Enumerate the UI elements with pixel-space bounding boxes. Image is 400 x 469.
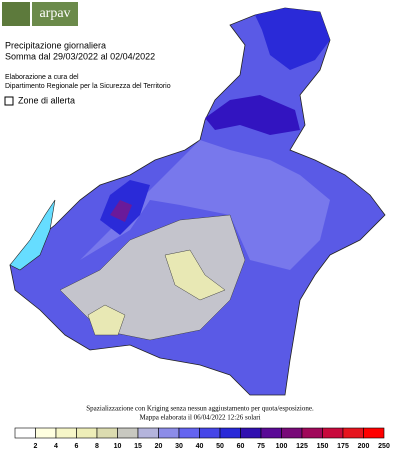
legend-swatch xyxy=(117,427,139,439)
legend-label: 2 xyxy=(34,443,38,450)
legend-label: 50 xyxy=(216,443,224,450)
legend: 2 4 6 8 10 15 20 30 40 50 60 75 100 125 150 175 200 250 xyxy=(14,427,390,450)
legend-swatch xyxy=(55,427,77,439)
zone-dark-north xyxy=(255,8,330,70)
legend-label: 15 xyxy=(134,443,142,450)
legend-label: 200 xyxy=(358,443,370,450)
footer-note: Spazializzazione con Kriging senza nessu… xyxy=(86,405,314,413)
logo-plate xyxy=(32,2,78,26)
zone-yellow-2 xyxy=(87,304,126,336)
legend-label: 150 xyxy=(317,443,329,450)
zone-dark-band xyxy=(205,95,300,135)
legend-swatch xyxy=(178,427,200,439)
legend-label: 100 xyxy=(276,443,288,450)
logo-badge xyxy=(2,2,30,26)
lake-garda xyxy=(9,199,56,271)
legend-swatch xyxy=(158,427,180,439)
checkbox[interactable] xyxy=(4,96,14,106)
legend-label: 250 xyxy=(378,443,390,450)
legend-label: 8 xyxy=(95,443,99,450)
legend-swatch xyxy=(281,427,303,439)
checkbox-label[interactable]: Zone di allerta xyxy=(18,95,75,105)
zone-medium xyxy=(80,140,330,270)
footer-note: Mappa elaborata il 06/04/2022 12:26 sola… xyxy=(139,414,260,422)
legend-swatch xyxy=(322,427,344,439)
zone-lessinia-core xyxy=(110,200,132,222)
legend-label: 125 xyxy=(296,443,308,450)
map-title: Precipitazione giornaliera xyxy=(5,40,106,50)
legend-swatch xyxy=(35,427,57,439)
legend-swatch xyxy=(14,427,36,439)
legend-swatch xyxy=(76,427,98,439)
legend-label: 4 xyxy=(54,443,58,450)
legend-swatch xyxy=(96,427,118,439)
legend-label: 10 xyxy=(114,443,122,450)
zone-yellow-1 xyxy=(164,249,226,301)
map-period: Somma dal 29/03/2022 al 02/04/2022 xyxy=(5,51,155,61)
legend-swatch xyxy=(363,427,385,439)
legend-label: 75 xyxy=(257,443,265,450)
legend-label: 30 xyxy=(175,443,183,450)
credit-line: Dipartimento Regionale per la Sicurezza … xyxy=(5,83,171,90)
region-map xyxy=(9,7,386,396)
legend-swatch xyxy=(301,427,323,439)
legend-label: 175 xyxy=(337,443,349,450)
legend-label: 40 xyxy=(196,443,204,450)
legend-label: 20 xyxy=(155,443,163,450)
legend-swatch xyxy=(219,427,241,439)
legend-swatch xyxy=(240,427,262,439)
logo-text: arpav xyxy=(39,6,70,21)
legend-label: 60 xyxy=(237,443,245,450)
legend-label: 6 xyxy=(75,443,79,450)
legend-swatch xyxy=(260,427,282,439)
legend-swatch xyxy=(137,427,159,439)
legend-swatch xyxy=(342,427,364,439)
credit-line: Elaborazione a cura del xyxy=(5,74,79,81)
legend-swatch xyxy=(199,427,221,439)
